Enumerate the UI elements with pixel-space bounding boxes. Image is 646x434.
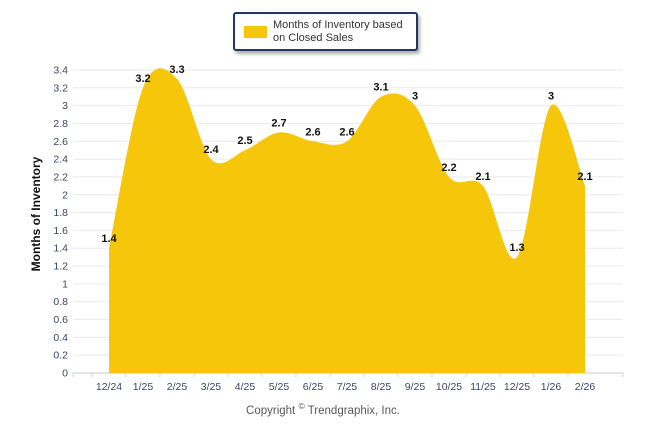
copyright-symbol: © xyxy=(298,401,305,411)
legend: Months of Inventory based on Closed Sale… xyxy=(233,12,418,51)
data-label: 2.1 xyxy=(475,171,490,183)
area-series xyxy=(109,68,585,373)
x-tick-label: 9/25 xyxy=(405,381,426,393)
copyright-suffix: Trendgraphix, Inc. xyxy=(304,404,400,417)
data-label: 1.3 xyxy=(509,242,524,254)
data-label: 3.2 xyxy=(135,73,150,85)
x-tick-label: 10/25 xyxy=(436,381,462,393)
legend-label-line1: Months of Inventory based xyxy=(273,18,403,31)
x-tick-label: 6/25 xyxy=(303,381,324,393)
x-tick-label: 5/25 xyxy=(269,381,290,393)
data-label: 2.5 xyxy=(237,135,252,147)
x-tick-label: 11/25 xyxy=(470,381,496,393)
x-tick-label: 3/25 xyxy=(201,381,222,393)
y-tick-label: 3.4 xyxy=(53,65,68,77)
y-tick-label: 1.6 xyxy=(53,225,68,237)
data-label: 2.2 xyxy=(441,162,456,174)
y-tick-label: 2.2 xyxy=(53,171,68,183)
y-tick-label: 1.4 xyxy=(53,243,68,255)
copyright: Copyright © Trendgraphix, Inc. xyxy=(0,401,646,417)
data-label: 2.4 xyxy=(203,144,219,156)
x-tick-label: 2/26 xyxy=(575,381,596,393)
y-tick-label: 0.8 xyxy=(53,296,68,308)
y-tick-label: 0.4 xyxy=(53,332,68,344)
data-label: 2.7 xyxy=(271,117,286,129)
data-label: 2.1 xyxy=(577,171,592,183)
data-label: 2.6 xyxy=(305,126,320,138)
x-tick-label: 12/24 xyxy=(96,381,122,393)
x-tick-label: 12/25 xyxy=(504,381,530,393)
x-tick-label: 4/25 xyxy=(235,381,256,393)
data-label: 3 xyxy=(412,91,418,103)
y-tick-label: 1.2 xyxy=(53,261,68,273)
legend-label-line2: on Closed Sales xyxy=(273,31,354,44)
x-tick-label: 2/25 xyxy=(167,381,188,393)
legend-label: Months of Inventory based on Closed Sale… xyxy=(273,19,403,45)
data-label: 1.4 xyxy=(101,233,117,245)
y-tick-label: 2.4 xyxy=(53,154,68,166)
data-label: 3.1 xyxy=(373,82,388,94)
y-tick-label: 1 xyxy=(62,278,68,290)
y-tick-label: 0.6 xyxy=(53,314,68,326)
data-label: 3.3 xyxy=(169,64,184,76)
y-tick-label: 2.8 xyxy=(53,118,68,130)
y-tick-label: 2 xyxy=(62,189,68,201)
x-tick-label: 1/25 xyxy=(133,381,154,393)
x-tick-label: 1/26 xyxy=(541,381,562,393)
y-tick-label: 2.6 xyxy=(53,136,68,148)
data-label: 2.6 xyxy=(339,126,354,138)
copyright-prefix: Copyright xyxy=(246,404,299,417)
x-tick-label: 8/25 xyxy=(371,381,392,393)
y-tick-label: 3 xyxy=(62,100,68,112)
y-tick-label: 0 xyxy=(62,368,68,380)
legend-color-swatch xyxy=(244,25,267,38)
x-tick-label: 7/25 xyxy=(337,381,358,393)
y-tick-label: 3.2 xyxy=(53,82,68,94)
y-axis-title: Months of Inventory xyxy=(29,156,43,272)
y-tick-label: 1.8 xyxy=(53,207,68,219)
data-label: 3 xyxy=(548,91,554,103)
y-tick-label: 0.2 xyxy=(53,350,68,362)
